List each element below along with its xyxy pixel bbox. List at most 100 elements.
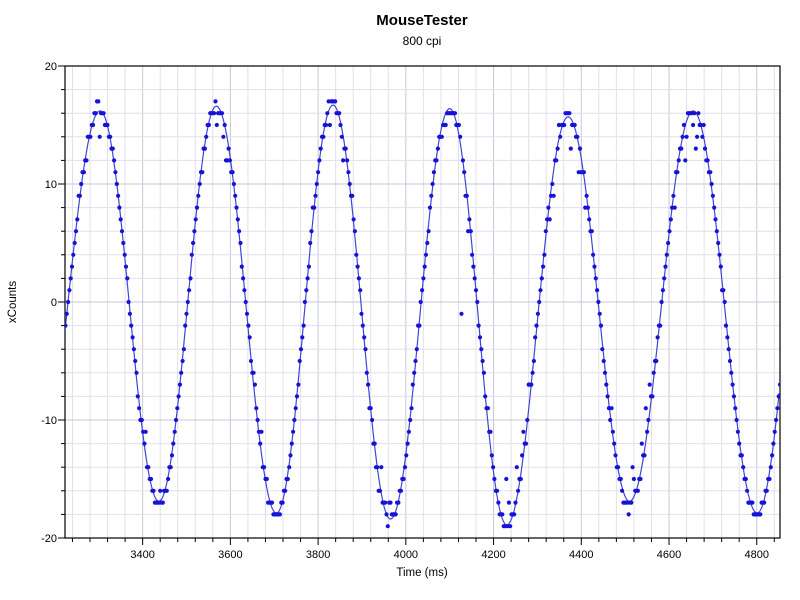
data-point [630,465,635,470]
data-point [660,288,666,293]
data-point [237,229,242,234]
data-point [172,429,177,434]
data-point [772,429,777,434]
data-point [646,417,651,423]
data-point [422,264,427,269]
data-point [189,252,194,257]
data-line [65,104,780,526]
data-point [435,146,440,151]
data-point [680,134,685,139]
data-point [112,158,117,163]
data-point [368,406,373,411]
x-tick-label: 4600 [657,549,681,561]
data-point [609,406,614,411]
data-point [251,370,256,375]
data-point [710,193,716,198]
data-point [638,476,643,482]
data-point [551,193,556,198]
data-point [598,323,604,328]
data-point [196,193,201,198]
data-point [175,406,180,411]
data-point [406,429,411,434]
data-point [243,299,248,305]
data-point [518,476,523,482]
data-point [393,512,398,517]
x-tick-label: 3800 [306,549,330,561]
data-point [721,288,726,293]
data-point [520,453,525,458]
data-point [300,335,305,340]
data-point [589,229,594,234]
data-point [664,252,669,257]
data-point [555,146,560,151]
data-point [645,429,650,434]
data-point [663,264,668,269]
data-point [546,205,551,210]
data-point [130,335,135,340]
data-point [762,500,767,505]
data-point [398,488,404,493]
data-point [314,181,319,187]
y-tick-label: 10 [45,179,57,191]
data-point [173,417,179,423]
data-point [291,429,296,434]
data-point [655,335,660,340]
data-point [750,500,755,505]
data-point [230,170,235,175]
data-point [604,382,609,387]
data-point [562,122,567,128]
data-point [608,417,613,423]
data-point [402,465,408,470]
data-point [471,264,476,269]
data-point [259,429,264,434]
data-point [67,288,72,293]
data-point [581,170,587,175]
data-point [125,276,130,281]
data-point [489,453,494,458]
data-point [668,217,673,222]
data-point [255,417,260,423]
x-tick-label: 3400 [130,549,154,561]
data-point [248,358,254,364]
data-point [298,347,304,352]
data-point [385,524,390,529]
data-point [764,488,769,493]
data-point [600,347,605,352]
data-point [244,311,250,316]
data-point [654,358,659,364]
data-point [418,299,423,305]
data-point [467,217,472,222]
data-point [65,323,68,328]
data-point [75,217,80,222]
data-point [277,512,282,517]
data-point [412,370,417,375]
data-point [316,170,321,175]
data-point [312,205,317,210]
chart-subtitle: 800 cpi [403,34,442,48]
data-point [610,429,616,434]
data-point [495,488,500,493]
data-point [405,441,410,446]
data-point [723,323,729,328]
data-point [476,323,481,328]
data-point [206,122,211,128]
y-tick-label: -20 [41,533,57,545]
data-point [238,240,243,246]
data-point [72,240,77,246]
data-point [662,276,667,281]
data-point [258,441,263,446]
data-point [639,441,644,446]
data-point [537,299,542,305]
data-point [676,158,681,163]
data-point [488,429,493,434]
data-point [612,441,617,446]
data-point [775,406,780,411]
data-point [254,406,259,411]
data-point [375,465,380,470]
data-point [355,264,360,269]
data-point [679,146,684,151]
data-point [227,158,232,163]
data-point [613,453,618,458]
data-point [297,358,302,364]
data-point [702,146,708,151]
